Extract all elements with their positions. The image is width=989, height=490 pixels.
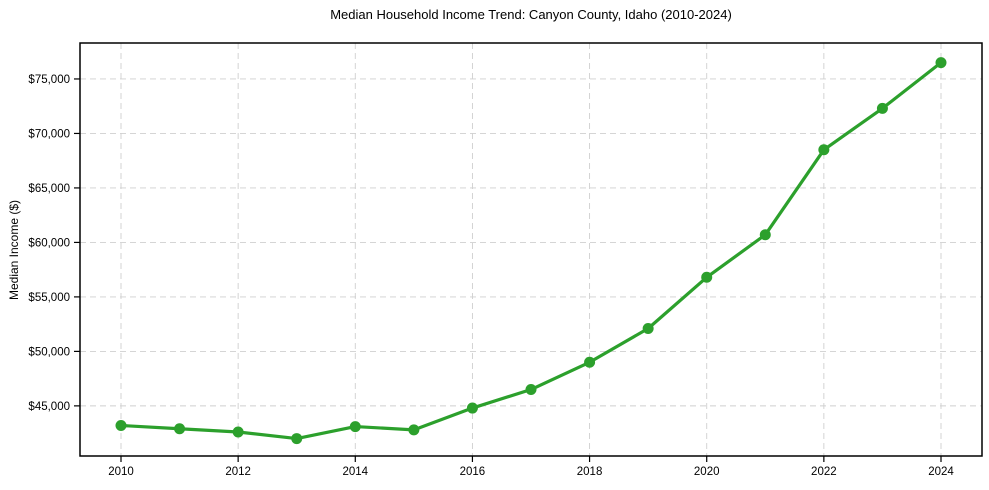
data-point — [408, 424, 420, 436]
data-point — [759, 229, 771, 241]
x-tick-label: 2020 — [694, 466, 720, 478]
y-tick-label: $45,000 — [28, 401, 70, 413]
data-point — [525, 384, 537, 396]
data-point — [115, 419, 127, 431]
data-point — [232, 426, 244, 438]
y-axis-label: Median Income ($) — [7, 199, 21, 301]
y-tick-label: $75,000 — [28, 74, 70, 86]
x-tick-label: 2012 — [225, 466, 251, 478]
x-tick-label: 2022 — [811, 466, 837, 478]
x-tick-label: 2024 — [928, 466, 954, 478]
y-tick-label: $60,000 — [28, 237, 70, 249]
data-point — [466, 402, 478, 414]
plot-border — [79, 42, 983, 457]
data-point — [876, 102, 888, 114]
data-point — [818, 144, 830, 156]
data-point — [174, 423, 186, 435]
data-point — [701, 271, 713, 283]
data-point — [291, 433, 303, 445]
x-tick-label: 2016 — [460, 466, 486, 478]
y-tick-label: $50,000 — [28, 346, 70, 358]
x-tick-label: 2018 — [577, 466, 603, 478]
y-tick-label: $65,000 — [28, 183, 70, 195]
y-tick-label: $55,000 — [28, 292, 70, 304]
chart-title: Median Household Income Trend: Canyon Co… — [330, 7, 732, 22]
data-point — [584, 356, 596, 368]
data-point — [642, 323, 654, 335]
data-point — [935, 57, 947, 69]
data-point — [349, 421, 361, 433]
trend-line — [119, 61, 943, 441]
y-tick-label: $70,000 — [28, 128, 70, 140]
x-tick-label: 2010 — [108, 466, 134, 478]
x-tick-label: 2014 — [342, 466, 368, 478]
